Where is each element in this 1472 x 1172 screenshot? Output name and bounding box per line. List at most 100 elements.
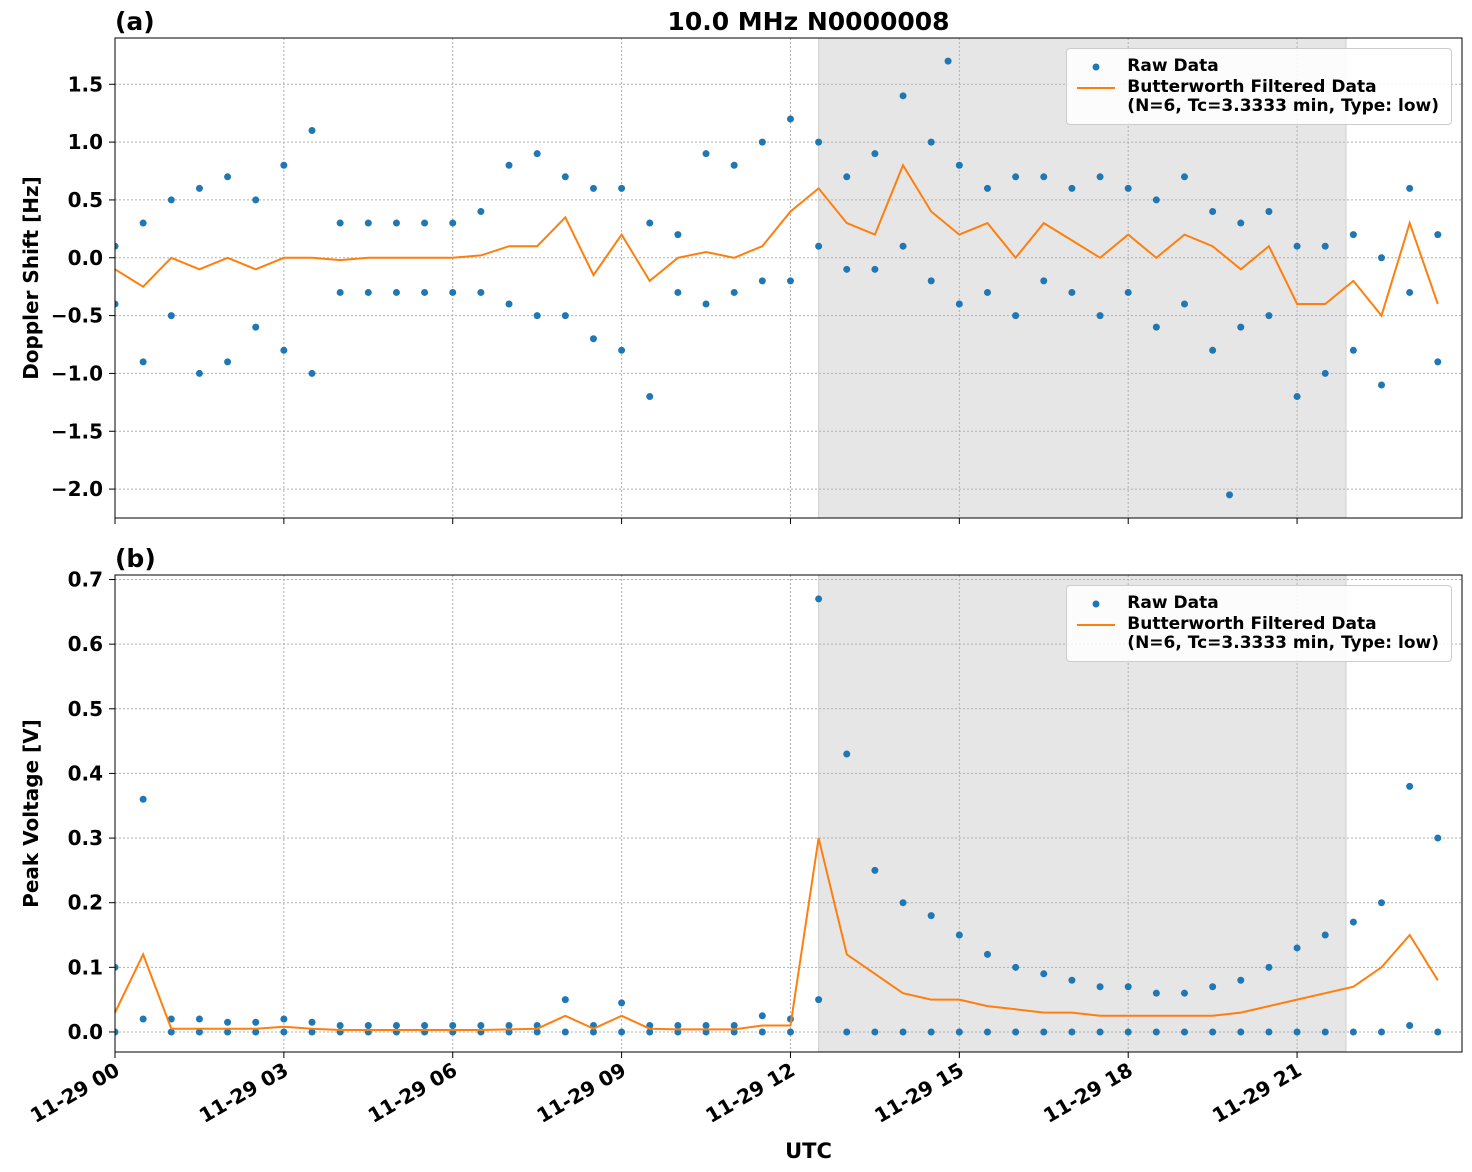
raw-point bbox=[252, 323, 260, 331]
raw-point bbox=[1012, 312, 1020, 320]
raw-point bbox=[1406, 782, 1414, 790]
raw-point bbox=[815, 996, 823, 1004]
raw-point bbox=[1096, 312, 1104, 320]
y-tick-label: 0.5 bbox=[68, 697, 103, 721]
raw-point bbox=[1349, 918, 1357, 926]
raw-point bbox=[983, 950, 991, 958]
raw-point bbox=[899, 1028, 907, 1036]
x-tick-label: 11-29 21 bbox=[1208, 1058, 1306, 1128]
raw-point bbox=[1321, 242, 1329, 250]
raw-point bbox=[1124, 1028, 1132, 1036]
raw-point bbox=[618, 346, 626, 354]
raw-point bbox=[815, 242, 823, 250]
raw-point bbox=[308, 369, 316, 377]
plot-area bbox=[115, 57, 1442, 499]
raw-point bbox=[224, 1018, 232, 1026]
raw-point bbox=[1180, 1028, 1188, 1036]
panel-label: (a) bbox=[115, 7, 155, 36]
raw-point bbox=[1209, 207, 1217, 215]
raw-point bbox=[364, 288, 372, 296]
raw-point bbox=[955, 300, 963, 308]
raw-point bbox=[280, 346, 288, 354]
raw-point bbox=[730, 161, 738, 169]
raw-point bbox=[364, 219, 372, 227]
legend-label: Raw Data bbox=[1127, 593, 1219, 613]
raw-point bbox=[449, 1022, 457, 1029]
raw-point bbox=[730, 288, 738, 296]
raw-point bbox=[477, 288, 485, 296]
raw-point bbox=[195, 184, 203, 192]
raw-point bbox=[1378, 1028, 1386, 1036]
raw-point bbox=[871, 866, 879, 874]
raw-point bbox=[308, 1028, 316, 1036]
y-tick-label: 0.7 bbox=[68, 568, 103, 592]
x-tick-label: 11-29 06 bbox=[364, 1058, 462, 1128]
y-tick-label: −1.0 bbox=[51, 361, 103, 385]
raw-point bbox=[1293, 1028, 1301, 1036]
raw-point bbox=[646, 393, 654, 401]
y-axis-label: Doppler Shift [Hz] bbox=[19, 176, 43, 380]
y-tick-label: 0.2 bbox=[68, 891, 103, 915]
raw-point bbox=[1012, 173, 1020, 181]
raw-point bbox=[927, 138, 935, 146]
raw-point bbox=[927, 277, 935, 285]
raw-point bbox=[505, 300, 513, 308]
y-tick-label: −2.0 bbox=[51, 477, 103, 501]
raw-point bbox=[899, 92, 907, 100]
raw-point bbox=[1265, 963, 1273, 971]
raw-point bbox=[280, 1028, 288, 1036]
raw-point bbox=[955, 931, 963, 939]
raw-point bbox=[1040, 1028, 1048, 1036]
raw-point bbox=[618, 999, 626, 1007]
raw-point bbox=[224, 173, 232, 181]
raw-point bbox=[955, 161, 963, 169]
raw-point bbox=[786, 1028, 794, 1036]
raw-point bbox=[927, 912, 935, 920]
raw-point bbox=[195, 369, 203, 377]
raw-point bbox=[955, 1028, 963, 1036]
chart-title: 10.0 MHz N0000008 bbox=[667, 7, 949, 36]
raw-point bbox=[1012, 1028, 1020, 1036]
raw-point bbox=[1180, 300, 1188, 308]
y-tick-label: 0.5 bbox=[68, 188, 103, 212]
raw-point bbox=[1068, 1028, 1076, 1036]
raw-point bbox=[421, 1022, 429, 1029]
raw-point bbox=[195, 1015, 203, 1023]
raw-point bbox=[815, 595, 823, 603]
raw-point bbox=[533, 312, 541, 320]
y-tick-label: 0.3 bbox=[68, 826, 103, 850]
raw-point bbox=[449, 288, 457, 296]
raw-point bbox=[1180, 173, 1188, 181]
raw-point bbox=[392, 1022, 400, 1029]
raw-point bbox=[758, 138, 766, 146]
raw-point bbox=[1209, 1028, 1217, 1036]
raw-point bbox=[1265, 312, 1273, 320]
raw-point bbox=[646, 219, 654, 227]
raw-point bbox=[843, 750, 851, 758]
raw-point bbox=[224, 358, 232, 366]
raw-point bbox=[1152, 323, 1160, 331]
legend-label: Butterworth Filtered Data (N=6, Tc=3.333… bbox=[1127, 614, 1439, 653]
raw-point bbox=[786, 115, 794, 123]
raw-point bbox=[308, 127, 316, 135]
raw-point bbox=[899, 899, 907, 907]
raw-point bbox=[1293, 242, 1301, 250]
raw-point bbox=[1434, 231, 1442, 239]
raw-point bbox=[1406, 184, 1414, 192]
raw-point bbox=[871, 150, 879, 158]
y-tick-label: 0.6 bbox=[68, 632, 103, 656]
raw-point bbox=[1321, 931, 1329, 939]
panel-label: (b) bbox=[115, 544, 156, 573]
raw-point bbox=[252, 196, 260, 204]
raw-point bbox=[1406, 1022, 1414, 1029]
raw-point bbox=[252, 1018, 260, 1026]
raw-point bbox=[115, 1028, 119, 1036]
raw-point bbox=[533, 150, 541, 158]
raw-point bbox=[758, 1012, 766, 1020]
legend-key bbox=[1092, 63, 1100, 71]
legend-label: Butterworth Filtered Data (N=6, Tc=3.333… bbox=[1127, 77, 1439, 116]
raw-point bbox=[533, 1028, 541, 1036]
raw-point bbox=[983, 288, 991, 296]
raw-point bbox=[115, 963, 119, 971]
